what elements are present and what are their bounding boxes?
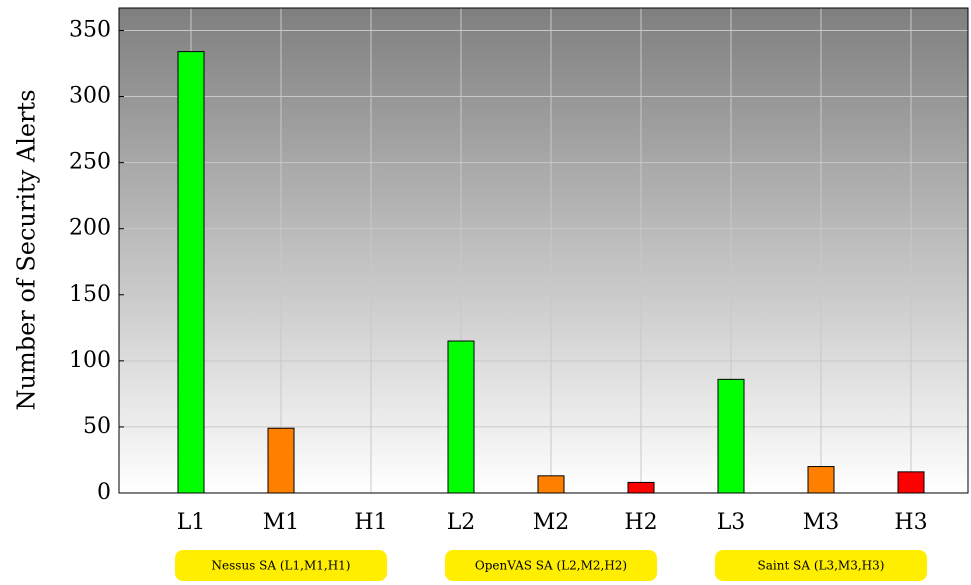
bar xyxy=(447,340,475,494)
x-tick-label: H2 xyxy=(624,510,657,535)
y-tick-label: 50 xyxy=(83,414,111,439)
y-tick-label: 200 xyxy=(69,216,111,241)
plot-background xyxy=(119,8,968,493)
x-tick-label: H3 xyxy=(894,510,927,535)
y-tick-label: 0 xyxy=(97,480,111,505)
group-label: Saint SA (L3,M3,H3) xyxy=(758,559,885,573)
group-label: Nessus SA (L1,M1,H1) xyxy=(212,559,351,573)
y-tick-label: 150 xyxy=(69,282,111,307)
y-tick-label: 350 xyxy=(69,17,111,42)
bar xyxy=(267,427,295,494)
bar xyxy=(807,466,835,494)
bar xyxy=(627,481,655,494)
group-badge xyxy=(445,550,657,581)
group-label: OpenVAS SA (L2,M2,H2) xyxy=(475,559,627,573)
bar xyxy=(177,51,205,494)
x-tick-label: H1 xyxy=(354,510,387,535)
group-badge xyxy=(715,550,927,581)
y-tick-label: 100 xyxy=(69,348,111,373)
x-tick-label: M2 xyxy=(533,510,570,535)
bar xyxy=(897,471,925,494)
group-badge xyxy=(175,550,387,581)
y-tick-label: 250 xyxy=(69,150,111,175)
bar xyxy=(717,378,745,494)
x-tick-label: M3 xyxy=(803,510,840,535)
plot-frame xyxy=(118,7,969,494)
y-axis-label: Number of Security Alerts xyxy=(13,89,41,410)
bar xyxy=(537,475,565,494)
x-tick-label: L1 xyxy=(177,510,206,535)
x-tick-label: M1 xyxy=(263,510,300,535)
y-tick-label: 300 xyxy=(69,84,111,109)
x-tick-label: L3 xyxy=(717,510,746,535)
x-tick-label: L2 xyxy=(447,510,476,535)
